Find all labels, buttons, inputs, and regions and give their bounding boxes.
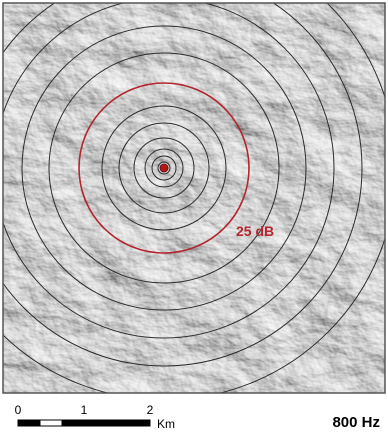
scale-unit-label: Km — [157, 417, 175, 431]
frequency-label: 800 Hz — [332, 414, 380, 431]
contour-ring — [3, 3, 335, 339]
scale-tick-label-1: 1 — [81, 403, 88, 417]
noise-contours — [3, 3, 385, 393]
contour-ring — [151, 155, 177, 181]
scale-tick-label-0: 0 — [15, 403, 22, 417]
contour-label-25db: 25 dB — [236, 223, 274, 239]
map-footer: 0 1 2 Km 800 Hz — [15, 403, 380, 431]
contour-ring — [133, 137, 195, 199]
contour-ring — [144, 148, 184, 188]
noise-source-marker — [159, 163, 169, 173]
scale-bar — [17, 419, 151, 427]
contour-ring-25db — [78, 82, 250, 254]
scale-tick-label-2: 2 — [147, 403, 154, 417]
map-panel-border — [2, 2, 386, 394]
contour-ring — [3, 3, 363, 367]
contour-ring — [21, 25, 307, 311]
contour-ring — [118, 122, 210, 214]
contour-ring — [101, 105, 227, 231]
terrain-hillshade — [3, 3, 385, 393]
contour-ring — [48, 52, 280, 284]
contour-ring — [157, 161, 171, 175]
